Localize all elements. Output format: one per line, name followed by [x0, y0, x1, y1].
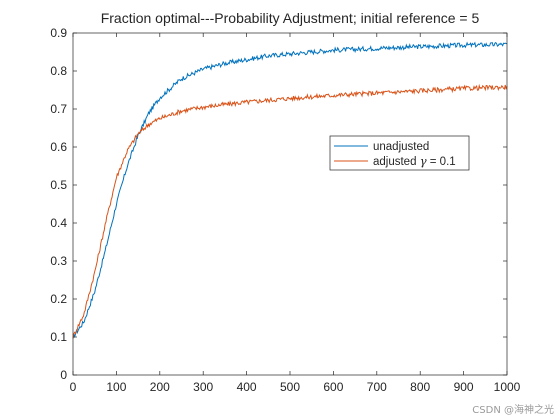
legend-box: [329, 135, 470, 171]
y-tick-label: 0: [60, 368, 67, 382]
x-tick-label: 800: [410, 380, 430, 394]
x-tick-labels: 0 100 200 300 400 500 600 700 800 900 1000: [70, 380, 521, 394]
x-tick-label: 600: [323, 380, 343, 394]
y-tick-label: 0.7: [50, 102, 67, 116]
y-tick-label: 0.5: [50, 178, 67, 192]
x-tick-label: 100: [106, 380, 126, 394]
x-tick-label: 0: [70, 380, 77, 394]
x-tick-label: 200: [150, 380, 170, 394]
y-tick-label: 0.2: [50, 292, 67, 306]
x-tick-label: 1000: [494, 380, 521, 394]
y-tick-label: 0.6: [50, 140, 67, 154]
x-tick-label: 900: [454, 380, 474, 394]
y-tick-label: 0.1: [50, 330, 67, 344]
x-tick-label: 400: [237, 380, 257, 394]
legend-label-unadjusted: unadjusted: [373, 141, 429, 153]
legend-label-adjusted-suffix: = 0.1: [427, 156, 456, 168]
watermark: CSDN @海神之光: [472, 405, 554, 416]
y-tick-labels: 0 0.1 0.2 0.3 0.4 0.5 0.6 0.7 0.8 0.9: [50, 26, 67, 382]
x-tick-label: 700: [367, 380, 387, 394]
y-tick-label: 0.4: [50, 216, 67, 230]
axes: [72, 32, 508, 376]
y-tick-label: 0.3: [50, 254, 67, 268]
chart-title: Fraction optimal---Probability Adjustmen…: [101, 10, 480, 26]
series-lines: [72, 41, 508, 339]
plot-area: [73, 33, 507, 375]
series-line-unadjusted: [72, 41, 508, 339]
legend: unadjusted adjusted γ = 0.1: [329, 135, 470, 171]
x-tick-label: 500: [280, 380, 300, 394]
x-tick-label: 300: [193, 380, 213, 394]
gamma-symbol: γ: [420, 154, 427, 168]
legend-label-adjusted: adjusted γ = 0.1: [373, 154, 456, 168]
legend-label-adjusted-prefix: adjusted: [373, 156, 420, 168]
y-tick-label: 0.8: [50, 64, 67, 78]
series-line-adjusted: [72, 83, 508, 339]
y-tick-label: 0.9: [50, 26, 67, 40]
